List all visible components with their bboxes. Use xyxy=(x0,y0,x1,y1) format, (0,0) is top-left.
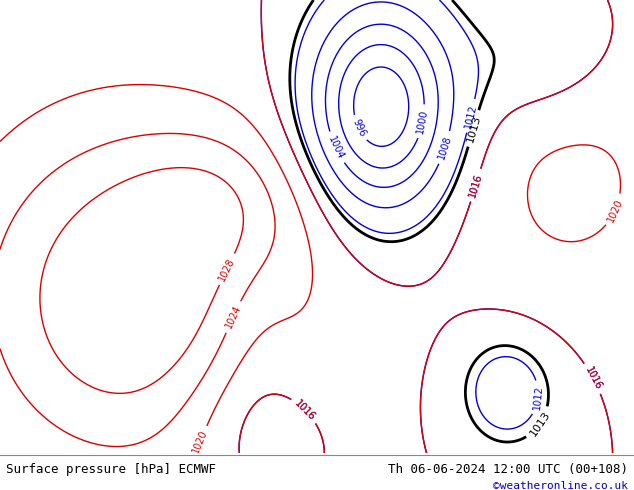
Text: 1020: 1020 xyxy=(191,429,209,455)
Text: 1016: 1016 xyxy=(467,172,484,198)
Text: 1016: 1016 xyxy=(583,365,604,392)
Text: 1016: 1016 xyxy=(292,398,317,422)
Text: 1008: 1008 xyxy=(436,134,453,161)
Text: 1012: 1012 xyxy=(531,385,544,410)
Text: Surface pressure [hPa] ECMWF: Surface pressure [hPa] ECMWF xyxy=(6,463,216,476)
Text: ©weatheronline.co.uk: ©weatheronline.co.uk xyxy=(493,481,628,490)
Text: 1012: 1012 xyxy=(463,103,479,129)
Text: 1004: 1004 xyxy=(326,134,346,161)
Text: 1024: 1024 xyxy=(224,304,243,330)
Text: 1016: 1016 xyxy=(292,398,317,422)
Text: Th 06-06-2024 12:00 UTC (00+108): Th 06-06-2024 12:00 UTC (00+108) xyxy=(387,463,628,476)
Text: 1013: 1013 xyxy=(527,409,552,438)
Text: 1028: 1028 xyxy=(217,256,237,282)
Text: 996: 996 xyxy=(350,118,367,139)
Text: 1020: 1020 xyxy=(605,197,624,223)
Text: 1016: 1016 xyxy=(583,365,604,392)
Text: 1016: 1016 xyxy=(467,172,484,198)
Text: 1000: 1000 xyxy=(415,109,430,134)
Text: 1013: 1013 xyxy=(465,114,482,143)
